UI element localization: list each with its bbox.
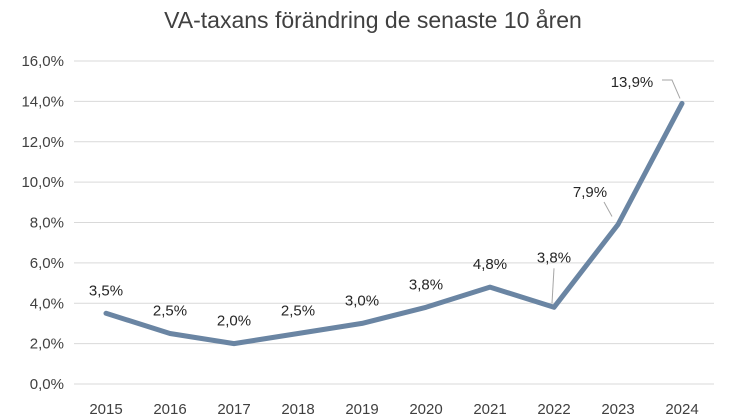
data-label: 3,0% xyxy=(345,292,379,309)
data-label: 3,8% xyxy=(409,276,443,293)
data-label: 7,9% xyxy=(573,184,607,201)
series-layer xyxy=(103,100,685,347)
y-tick-label: 2,0% xyxy=(30,336,64,353)
series-line xyxy=(103,100,685,347)
leader-line xyxy=(662,79,681,99)
x-tick-label: 2016 xyxy=(153,401,186,418)
x-tick-label: 2021 xyxy=(473,401,506,418)
x-tick-label: 2024 xyxy=(665,401,698,418)
data-label: 2,0% xyxy=(217,313,251,330)
y-tick-label: 14,0% xyxy=(21,93,64,110)
data-label: 2,5% xyxy=(153,303,187,320)
x-tick-label: 2018 xyxy=(281,401,314,418)
data-label: 2,5% xyxy=(281,303,315,320)
data-label: 4,8% xyxy=(473,256,507,273)
x-tick-label: 2023 xyxy=(601,401,634,418)
chart-title: VA-taxans förändring de senaste 10 åren xyxy=(164,7,582,33)
x-tick-label: 2017 xyxy=(217,401,250,418)
y-axis-tick-labels: 0,0% 2,0% 4,0% 6,0% 8,0% 10,0% 12,0% 14,0% 16,0% xyxy=(21,53,64,393)
x-tick-label: 2019 xyxy=(345,401,378,418)
data-label: 13,9% xyxy=(611,74,654,91)
x-tick-label: 2015 xyxy=(89,401,122,418)
y-tick-label: 4,0% xyxy=(30,295,64,312)
y-tick-label: 12,0% xyxy=(21,134,64,151)
y-tick-label: 0,0% xyxy=(30,376,64,393)
data-label: 3,8% xyxy=(537,249,571,266)
data-label: 3,5% xyxy=(89,282,123,299)
leader-line xyxy=(603,201,613,217)
x-tick-label: 2020 xyxy=(409,401,442,418)
leader-lines xyxy=(551,79,681,304)
gridlines xyxy=(74,60,714,385)
x-tick-label: 2022 xyxy=(537,401,570,418)
leader-line xyxy=(551,268,555,304)
x-axis-tick-labels: 2015 2016 2017 2018 2019 2020 2021 2022 2023 2024 xyxy=(89,401,698,418)
y-tick-label: 16,0% xyxy=(21,53,64,70)
y-tick-label: 10,0% xyxy=(21,174,64,191)
y-tick-label: 6,0% xyxy=(30,255,64,272)
data-labels: 3,5% 2,5% 2,0% 2,5% 3,0% 3,8% 4,8% 3,8% 7,9% 13,9… xyxy=(89,74,653,330)
y-tick-label: 8,0% xyxy=(30,215,64,232)
